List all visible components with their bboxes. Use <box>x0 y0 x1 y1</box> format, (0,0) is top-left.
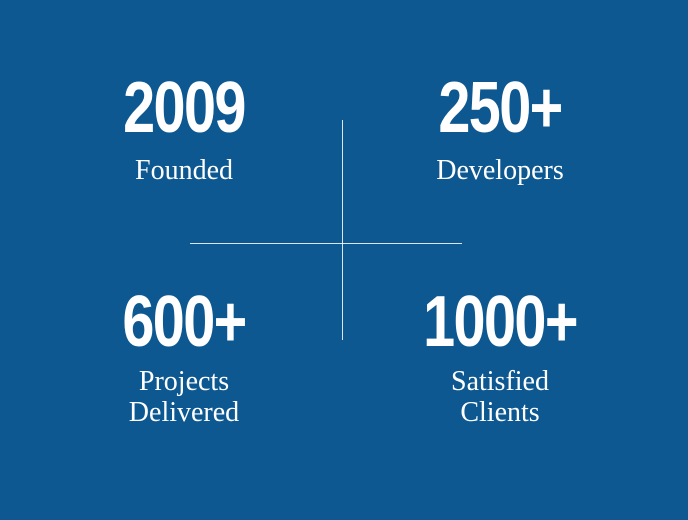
stat-clients-value: 1000+ <box>423 282 578 362</box>
stat-projects-label: Projects Delivered <box>128 366 240 428</box>
stat-developers-value: 250+ <box>438 68 563 148</box>
stat-clients: 1000+ Satisfied Clients <box>350 282 650 428</box>
stat-clients-label: Satisfied Clients <box>451 366 549 428</box>
stat-developers: 250+ Developers <box>350 68 650 186</box>
stat-projects: 600+ Projects Delivered <box>34 282 334 428</box>
divider-horizontal <box>190 243 462 244</box>
stat-founded-value: 2009 <box>123 68 246 148</box>
stat-developers-label: Developers <box>436 155 564 186</box>
divider-vertical <box>342 120 343 340</box>
stat-founded-label: Founded <box>135 155 233 186</box>
stat-founded: 2009 Founded <box>34 68 334 186</box>
stat-projects-value: 600+ <box>122 282 247 362</box>
